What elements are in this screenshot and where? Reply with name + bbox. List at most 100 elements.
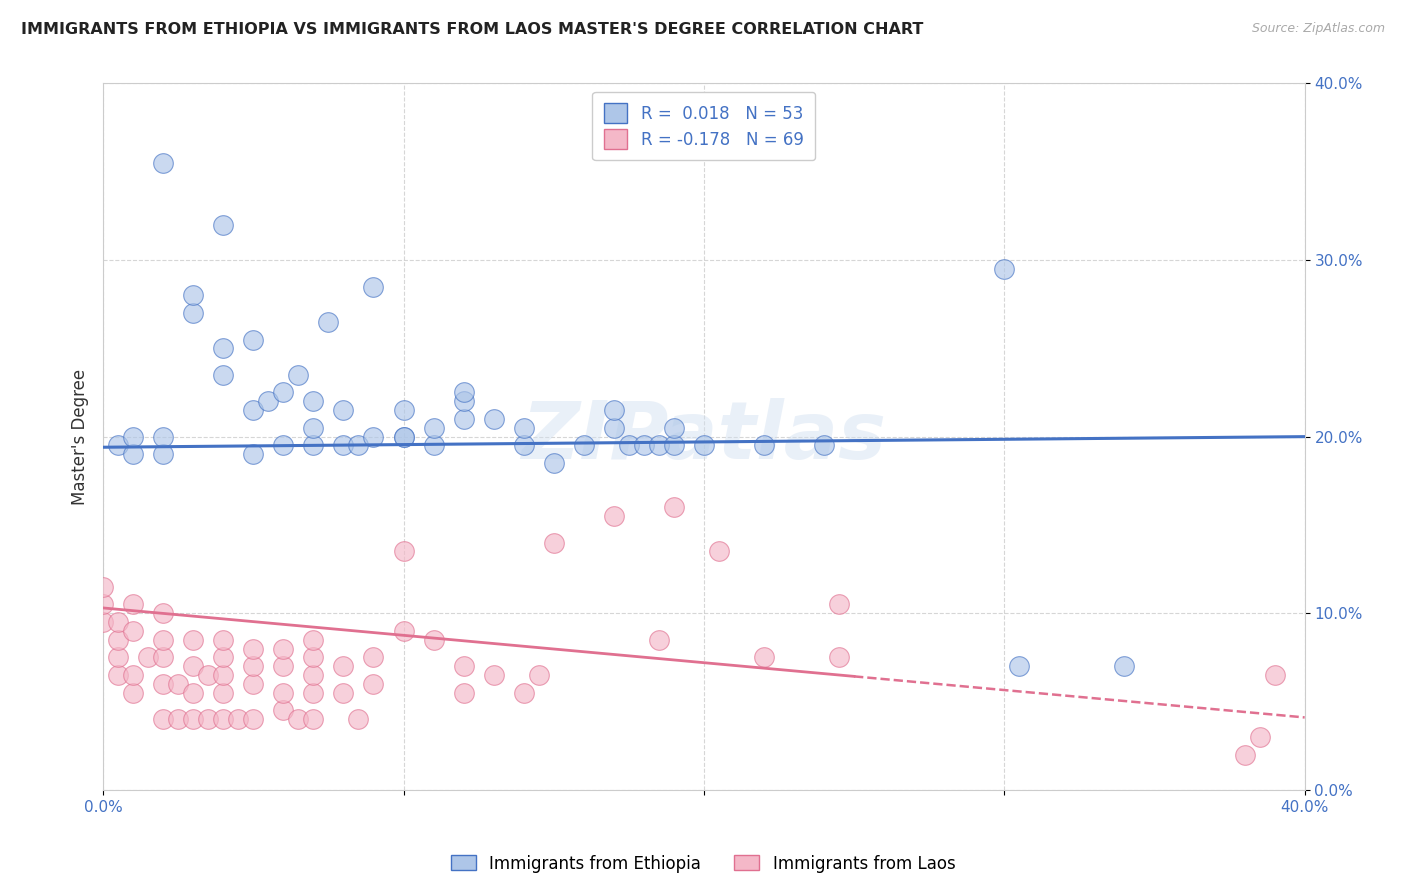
Point — [1264, 668, 1286, 682]
Point — [122, 624, 145, 638]
Point — [273, 438, 295, 452]
Point — [527, 668, 550, 682]
Point — [648, 438, 671, 452]
Point — [707, 544, 730, 558]
Point — [287, 712, 309, 726]
Point — [197, 668, 219, 682]
Point — [152, 156, 174, 170]
Point — [318, 315, 340, 329]
Point — [152, 712, 174, 726]
Point — [453, 385, 475, 400]
Point — [453, 686, 475, 700]
Point — [212, 668, 235, 682]
Point — [226, 712, 249, 726]
Point — [212, 632, 235, 647]
Point — [273, 385, 295, 400]
Point — [363, 650, 385, 665]
Point — [242, 677, 264, 691]
Point — [1008, 659, 1031, 673]
Point — [273, 659, 295, 673]
Point — [212, 342, 235, 356]
Point — [392, 430, 415, 444]
Point — [242, 403, 264, 417]
Point — [543, 456, 565, 470]
Point — [662, 500, 685, 515]
Point — [482, 668, 505, 682]
Point — [347, 438, 370, 452]
Point — [107, 615, 129, 629]
Point — [122, 686, 145, 700]
Point — [212, 368, 235, 382]
Point — [107, 668, 129, 682]
Point — [302, 650, 325, 665]
Point — [302, 668, 325, 682]
Point — [91, 615, 114, 629]
Point — [212, 218, 235, 232]
Point — [212, 686, 235, 700]
Point — [122, 430, 145, 444]
Text: IMMIGRANTS FROM ETHIOPIA VS IMMIGRANTS FROM LAOS MASTER'S DEGREE CORRELATION CHA: IMMIGRANTS FROM ETHIOPIA VS IMMIGRANTS F… — [21, 22, 924, 37]
Point — [136, 650, 159, 665]
Point — [633, 438, 655, 452]
Point — [363, 677, 385, 691]
Point — [181, 686, 204, 700]
Point — [752, 650, 775, 665]
Point — [392, 430, 415, 444]
Point — [332, 438, 354, 452]
Point — [332, 659, 354, 673]
Point — [302, 686, 325, 700]
Point — [242, 659, 264, 673]
Point — [273, 686, 295, 700]
Point — [392, 624, 415, 638]
Point — [662, 421, 685, 435]
Legend: R =  0.018   N = 53, R = -0.178   N = 69: R = 0.018 N = 53, R = -0.178 N = 69 — [592, 92, 815, 161]
Point — [648, 632, 671, 647]
Point — [107, 438, 129, 452]
Point — [152, 606, 174, 620]
Point — [1233, 747, 1256, 762]
Point — [347, 712, 370, 726]
Point — [181, 306, 204, 320]
Point — [242, 447, 264, 461]
Point — [273, 641, 295, 656]
Text: Source: ZipAtlas.com: Source: ZipAtlas.com — [1251, 22, 1385, 36]
Point — [662, 438, 685, 452]
Point — [212, 650, 235, 665]
Point — [422, 632, 444, 647]
Point — [181, 632, 204, 647]
Point — [693, 438, 716, 452]
Point — [453, 412, 475, 426]
Point — [302, 421, 325, 435]
Point — [543, 535, 565, 549]
Point — [152, 650, 174, 665]
Point — [512, 686, 534, 700]
Text: ZIPatlas: ZIPatlas — [522, 398, 886, 475]
Point — [482, 412, 505, 426]
Point — [453, 659, 475, 673]
Point — [107, 650, 129, 665]
Point — [302, 632, 325, 647]
Point — [152, 632, 174, 647]
Y-axis label: Master's Degree: Master's Degree — [72, 368, 89, 505]
Point — [617, 438, 640, 452]
Point — [603, 403, 626, 417]
Point — [181, 288, 204, 302]
Point — [257, 394, 280, 409]
Point — [152, 430, 174, 444]
Point — [302, 438, 325, 452]
Point — [152, 447, 174, 461]
Point — [167, 677, 190, 691]
Point — [752, 438, 775, 452]
Point — [302, 712, 325, 726]
Point — [392, 544, 415, 558]
Point — [603, 509, 626, 524]
Point — [453, 394, 475, 409]
Point — [332, 403, 354, 417]
Point — [197, 712, 219, 726]
Point — [107, 632, 129, 647]
Point — [572, 438, 595, 452]
Point — [828, 598, 851, 612]
Point — [287, 368, 309, 382]
Point — [332, 686, 354, 700]
Point — [363, 279, 385, 293]
